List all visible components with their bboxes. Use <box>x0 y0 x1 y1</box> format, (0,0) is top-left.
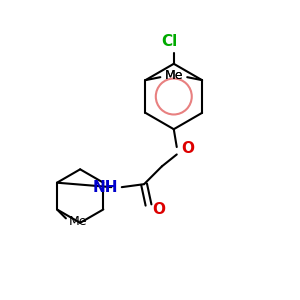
Text: O: O <box>152 202 165 217</box>
Text: NH: NH <box>93 180 118 195</box>
Text: Me: Me <box>164 69 183 82</box>
Text: O: O <box>181 141 194 156</box>
Text: Me: Me <box>69 215 87 228</box>
Text: Me: Me <box>165 69 183 82</box>
Text: Cl: Cl <box>161 34 177 49</box>
